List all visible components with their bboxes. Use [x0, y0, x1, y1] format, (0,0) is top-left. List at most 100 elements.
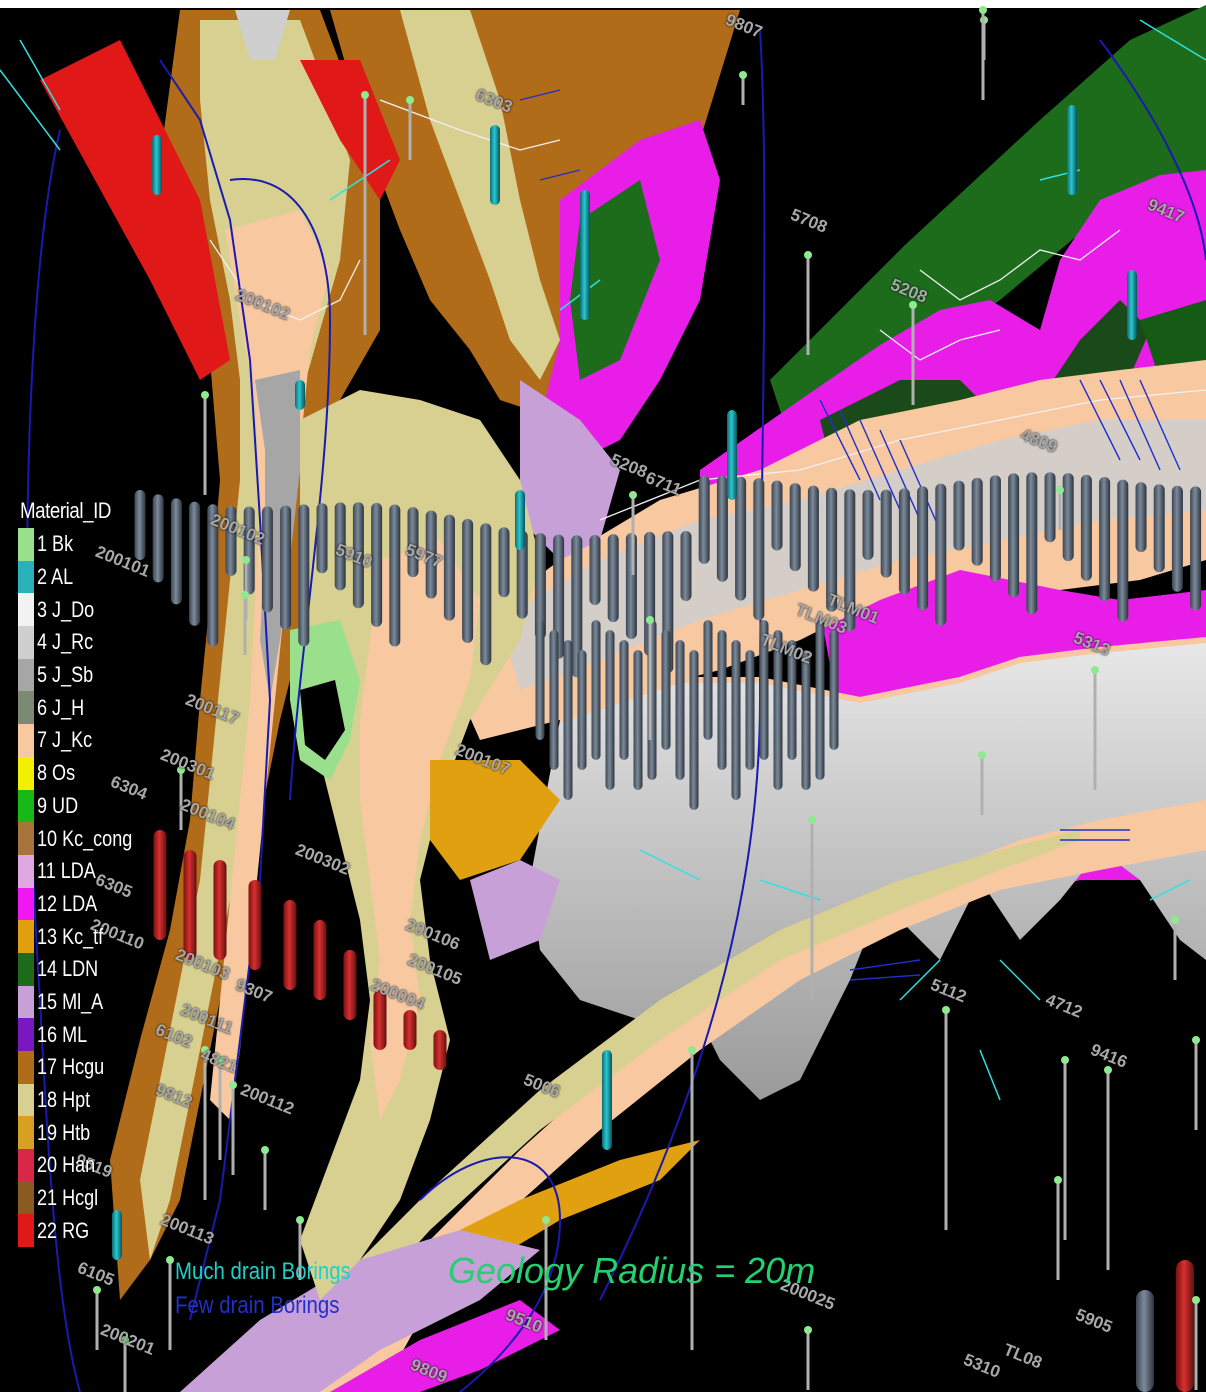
- boring-cylinder: [425, 510, 437, 599]
- legend-swatch: [18, 789, 34, 823]
- legend-label: 13 Kc_tf: [37, 923, 104, 949]
- boring-stick: [1104, 1066, 1112, 1270]
- boring-cylinder: [283, 900, 297, 990]
- legend-swatch: [18, 1018, 34, 1051]
- boring-cylinder: [716, 475, 728, 582]
- boring-cylinder: [535, 620, 545, 740]
- boring-stick: [406, 96, 414, 160]
- legend-rows: 1 Bk 2 AL 3 J_Do 4 J_Rc 5 J_Sb 6 J_H 7 J_Kc 8 O…: [18, 528, 153, 1248]
- boring-cylinder: [917, 486, 929, 611]
- boring-cylinder: [343, 950, 357, 1020]
- boring-cylinder: [261, 506, 273, 613]
- boring-cylinder: [1171, 485, 1183, 592]
- boring-cylinder: [735, 476, 747, 601]
- geology-layer-lda-middle: [820, 560, 1206, 720]
- boring-cylinder: [591, 620, 601, 760]
- boring-cylinder: [862, 489, 874, 560]
- legend-item: 5 J_Sb: [18, 658, 153, 692]
- legend-swatch: [18, 658, 34, 692]
- boring-stick: [804, 1326, 812, 1390]
- boring-stick: [121, 1336, 129, 1392]
- boring-stick: [361, 91, 369, 335]
- boring-cylinder: [280, 505, 292, 630]
- legend-swatch: [18, 593, 34, 627]
- legend-item: 6 J_H: [18, 691, 153, 725]
- boring-cylinder: [619, 640, 629, 760]
- legend-label: 15 Ml_A: [37, 988, 104, 1014]
- boring-cylinder: [571, 535, 583, 678]
- legend-swatch: [18, 626, 34, 659]
- legend-swatch: [18, 560, 34, 594]
- boring-cylinder: [389, 504, 401, 647]
- few-drain-borings-label: Few drain Borings: [175, 1292, 340, 1319]
- boring-cylinder: [607, 534, 619, 623]
- boring-cylinder: [789, 483, 801, 572]
- boring-cylinder: [1127, 270, 1137, 340]
- boring-cylinder: [549, 630, 559, 770]
- boring-cylinder: [443, 514, 455, 621]
- legend-swatch: [18, 1051, 34, 1084]
- geology-layer-rg-mid: [300, 60, 400, 200]
- boring-stick: [229, 1081, 237, 1175]
- legend-label: 16 ML: [37, 1021, 88, 1047]
- boring-cylinder: [248, 880, 262, 970]
- boring-sticks: [93, 6, 1200, 1392]
- boring-cylinder: [753, 478, 765, 621]
- boring-cylinder: [661, 630, 671, 750]
- boring-cylinder: [534, 533, 546, 640]
- geology-layer-lda-lower: [330, 1300, 560, 1392]
- legend-item: 12 LDA: [18, 887, 153, 921]
- legend-item: 2 AL: [18, 560, 153, 594]
- boring-stick: [739, 71, 747, 105]
- boring-cylinder: [731, 640, 741, 800]
- boring-stick: [1171, 916, 1179, 980]
- legend-swatch: [18, 952, 34, 986]
- legend-item: 11 LDA: [18, 854, 153, 888]
- boring-cylinder: [1080, 474, 1092, 581]
- legend-label: 10 Kc_cong: [37, 825, 133, 851]
- boring-cylinder: [515, 490, 525, 550]
- boring-stick: [979, 6, 987, 100]
- legend-item: 14 LDN: [18, 952, 153, 986]
- boring-cylinder: [1190, 486, 1202, 611]
- legend-label: 20 Han: [37, 1152, 96, 1178]
- viewport-top-border: [0, 0, 1206, 8]
- boring-stick: [93, 1286, 101, 1350]
- legend-swatch: [18, 887, 34, 921]
- legend-label: 19 Htb: [37, 1119, 91, 1145]
- boring-cylinder: [170, 498, 182, 605]
- boring-stick: [804, 251, 812, 355]
- boring-cylinder: [152, 135, 162, 195]
- boring-cylinder: [829, 630, 839, 750]
- legend-label: 14 LDN: [37, 956, 99, 982]
- boring-stick: [1061, 1056, 1069, 1240]
- legend-swatch: [18, 920, 34, 953]
- boring-cylinder: [989, 475, 1001, 582]
- boring-cylinder: [689, 650, 699, 810]
- boring-cylinder: [183, 850, 197, 960]
- legend-swatch: [18, 1214, 34, 1248]
- boring-stick: [1192, 1036, 1200, 1130]
- boring-cylinder: [1153, 484, 1165, 573]
- boring-cylinder: [1136, 1290, 1154, 1392]
- boring-stick: [296, 1216, 304, 1280]
- boring-cylinder: [298, 504, 310, 647]
- boring-cylinder: [316, 503, 328, 574]
- boring-cylinder: [898, 488, 910, 595]
- geology-layer-j-do-top: [235, 10, 290, 60]
- legend-label: 9 UD: [37, 792, 79, 818]
- legend-swatch: [18, 1149, 34, 1182]
- legend-swatch: [18, 985, 34, 1019]
- legend-label: 17 Hcgu: [37, 1054, 105, 1080]
- boring-cylinder: [498, 527, 510, 598]
- legend-item: 9 UD: [18, 789, 153, 823]
- boring-cylinder: [815, 620, 825, 780]
- geology-layer-ml-a-trunk: [470, 860, 560, 960]
- geology-layer-void-trunk: [300, 680, 345, 760]
- boring-cylinders: [112, 105, 1202, 1392]
- boring-cylinder: [553, 534, 565, 659]
- boring-cylinder: [698, 475, 710, 564]
- boring-cylinder: [1099, 477, 1111, 602]
